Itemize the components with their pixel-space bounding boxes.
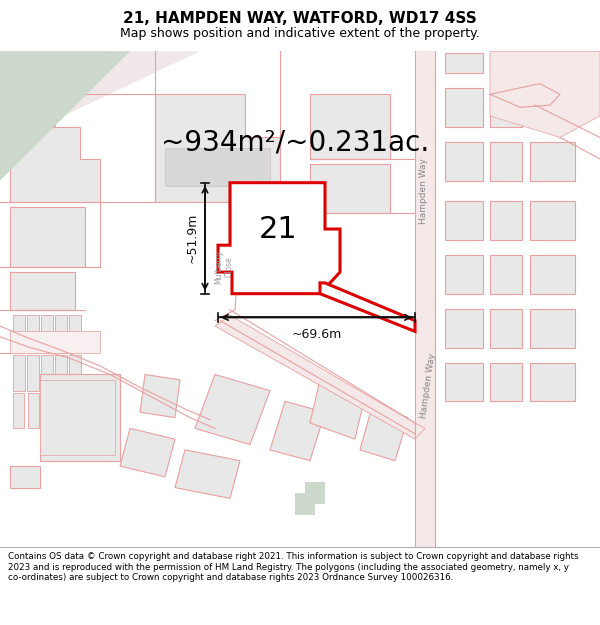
Text: ~69.6m: ~69.6m [292,328,341,341]
Polygon shape [10,272,75,310]
Polygon shape [415,51,435,547]
Polygon shape [41,315,53,353]
Polygon shape [530,142,575,181]
Polygon shape [69,315,81,353]
Polygon shape [445,201,483,240]
Polygon shape [320,283,415,331]
Polygon shape [12,72,45,94]
Polygon shape [445,362,483,401]
Polygon shape [10,466,40,488]
Polygon shape [40,380,115,455]
Polygon shape [445,88,483,127]
Text: Mulberry
Close: Mulberry Close [214,249,234,284]
Polygon shape [10,331,100,353]
Polygon shape [215,315,425,439]
Polygon shape [40,374,120,461]
Polygon shape [530,309,575,348]
Polygon shape [55,315,67,353]
Polygon shape [310,94,390,159]
Polygon shape [445,309,483,348]
Polygon shape [13,315,25,353]
Polygon shape [270,401,325,461]
Polygon shape [165,148,270,186]
Polygon shape [490,142,522,181]
Polygon shape [530,201,575,240]
Polygon shape [0,51,110,127]
Polygon shape [490,201,522,240]
Polygon shape [175,450,240,498]
Polygon shape [120,428,175,477]
Polygon shape [360,407,408,461]
Polygon shape [490,51,600,138]
Polygon shape [530,255,575,294]
Polygon shape [490,309,522,348]
Polygon shape [27,315,39,353]
Text: Map shows position and indicative extent of the property.: Map shows position and indicative extent… [120,27,480,40]
Polygon shape [295,493,315,514]
Polygon shape [530,88,575,127]
Polygon shape [27,355,39,391]
Polygon shape [305,482,325,504]
Text: Hampden Way: Hampden Way [419,352,437,419]
Polygon shape [195,374,270,444]
Polygon shape [0,51,130,181]
Text: 21: 21 [259,214,298,244]
Polygon shape [69,355,81,391]
Polygon shape [490,88,522,127]
Polygon shape [490,255,522,294]
Polygon shape [310,164,390,213]
Text: ~934m²/~0.231ac.: ~934m²/~0.231ac. [161,129,429,157]
Text: 21, HAMPDEN WAY, WATFORD, WD17 4SS: 21, HAMPDEN WAY, WATFORD, WD17 4SS [123,11,477,26]
Polygon shape [28,392,39,428]
Polygon shape [13,392,24,428]
Polygon shape [41,355,53,391]
Polygon shape [13,355,25,391]
Polygon shape [218,182,340,294]
Polygon shape [310,380,365,439]
Polygon shape [43,392,54,428]
Polygon shape [445,53,483,72]
Polygon shape [530,362,575,401]
Polygon shape [490,53,522,72]
Text: Contains OS data © Crown copyright and database right 2021. This information is : Contains OS data © Crown copyright and d… [8,552,578,582]
Polygon shape [10,127,100,202]
Polygon shape [10,208,85,267]
Polygon shape [58,392,69,428]
Polygon shape [155,94,280,202]
Polygon shape [0,51,200,148]
Polygon shape [445,255,483,294]
Polygon shape [140,374,180,418]
Polygon shape [55,355,67,391]
Polygon shape [12,100,55,127]
Text: ~51.9m: ~51.9m [186,213,199,263]
Text: Hampden Way: Hampden Way [419,158,428,224]
Polygon shape [445,142,483,181]
Polygon shape [490,362,522,401]
